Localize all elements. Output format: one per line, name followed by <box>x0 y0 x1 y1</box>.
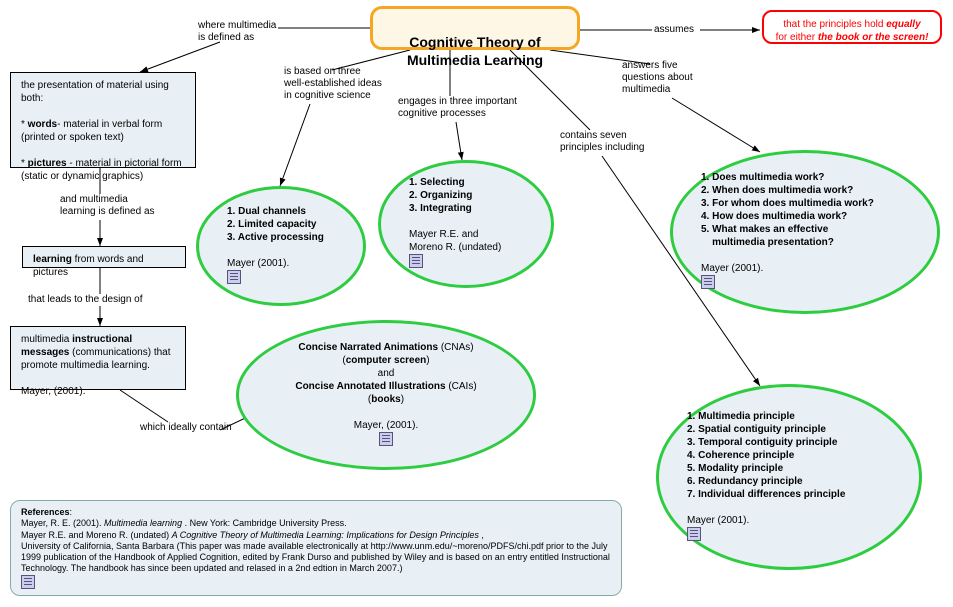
doc-icon <box>227 270 241 284</box>
messages-text: multimedia instructional messages (commu… <box>21 334 171 397</box>
label-ideally: which ideally contain <box>140 422 232 434</box>
doc-icon <box>701 275 715 289</box>
label-and-ml: and multimedialearning is defined as <box>60 194 155 218</box>
label-contains: contains sevenprinciples including <box>560 130 645 154</box>
learning-def-text: learning from words and pictures <box>33 254 144 278</box>
assumes-text: that the principles hold equallyfor eith… <box>776 19 929 43</box>
label-answers: answers fivequestions aboutmultimedia <box>622 60 693 96</box>
assumes-box: that the principles hold equallyfor eith… <box>762 10 942 44</box>
dual-channels-ellipse: 1. Dual channels2. Limited capacity3. Ac… <box>196 186 366 306</box>
cna-text: Concise Narrated Animations (CNAs)(compu… <box>295 342 476 431</box>
presentation-def-text: the presentation of material using both:… <box>21 80 182 182</box>
questions-ellipse: 1. Does multimedia work?2. When does mul… <box>670 150 940 314</box>
label-based-on: is based on threewell-established ideasi… <box>284 66 382 102</box>
label-defined-as: where multimediais defined as <box>198 20 276 44</box>
learning-def-box: learning from words and pictures <box>22 246 186 268</box>
messages-box: multimedia instructional messages (commu… <box>10 326 186 390</box>
questions-text: 1. Does multimedia work?2. When does mul… <box>701 172 874 274</box>
principles-ellipse: 1. Multimedia principle2. Spatial contig… <box>656 384 922 570</box>
label-leads-to: that leads to the design of <box>28 294 143 306</box>
processes-ellipse: 1. Selecting2. Organizing3. IntegratingM… <box>378 160 554 288</box>
select-text: 1. Selecting2. Organizing3. IntegratingM… <box>409 177 501 253</box>
label-assumes: assumes <box>654 24 694 36</box>
dual-text: 1. Dual channels2. Limited capacity3. Ac… <box>227 206 324 269</box>
cna-cai-ellipse: Concise Narrated Animations (CNAs)(compu… <box>236 320 536 470</box>
doc-icon <box>687 527 701 541</box>
presentation-def-box: the presentation of material using both:… <box>10 72 196 168</box>
doc-icon <box>379 432 393 446</box>
title-text: Cognitive Theory ofMultimedia Learning <box>407 34 543 68</box>
references-box: References:Mayer, R. E. (2001). Multimed… <box>10 500 622 596</box>
doc-icon <box>21 575 35 589</box>
doc-icon <box>409 254 423 268</box>
principles-text: 1. Multimedia principle2. Spatial contig… <box>687 411 845 526</box>
references-text: References:Mayer, R. E. (2001). Multimed… <box>21 507 610 573</box>
title-node: Cognitive Theory ofMultimedia Learning <box>370 6 580 50</box>
label-engages: engages in three importantcognitive proc… <box>398 96 517 120</box>
